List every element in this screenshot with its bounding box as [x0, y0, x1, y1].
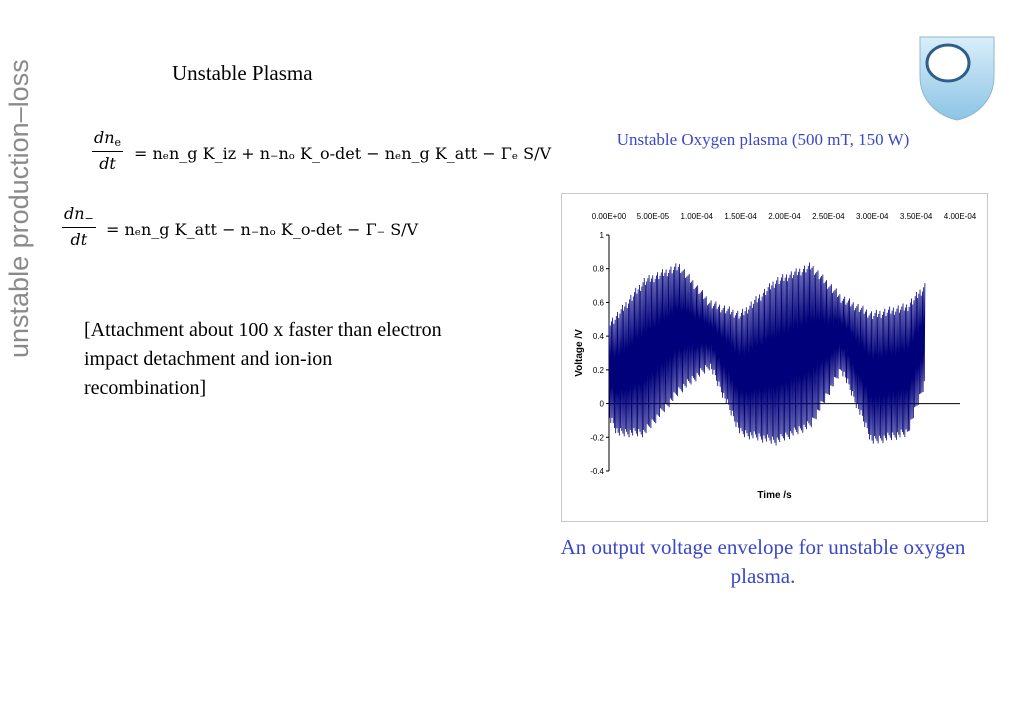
x-tick-label: 5.00E-05 — [637, 212, 670, 221]
university-logo — [917, 34, 997, 127]
eq1-lhs-num: dn — [94, 128, 115, 147]
rate-equations: dne dt = nₑn_g K_iz + n₋nₒ K_o-det − nₑn… — [62, 128, 552, 268]
attachment-note: [Attachment about 100 x faster than elec… — [84, 319, 442, 399]
x-tick-label: 1.50E-04 — [724, 212, 757, 221]
eq2-rhs: = nₑn_g K_att − n₋nₒ K_o-det − Γ₋ S/V — [106, 220, 419, 239]
x-tick-label: 3.50E-04 — [900, 212, 933, 221]
x-tick-label: 4.00E-04 — [944, 212, 977, 221]
eq2-lhs-fraction: dn− dt — [62, 204, 96, 249]
figure-caption: An output voltage envelope for unstable … — [560, 535, 966, 588]
y-tick-label: 0 — [600, 400, 605, 409]
eq1-lhs-den: dt — [99, 154, 116, 173]
eq1-lhs-fraction: dne dt — [92, 128, 124, 173]
chart-title: Unstable Oxygen plasma (500 mT, 150 W) — [616, 130, 910, 149]
voltage-signal-line — [608, 262, 926, 446]
voltage-chart: 1 0.8 0.6 0.4 0.2 0 -0.2 -0.4 0.00E+00 5.00E-05 1.… — [561, 193, 988, 522]
eq2-lhs-sub: − — [84, 212, 94, 225]
x-tick-label: 2.00E-04 — [768, 212, 801, 221]
sidebar-title: unstable production–loss — [4, 59, 34, 358]
y-tick-label: 1 — [600, 231, 605, 240]
y-tick-label: 0.6 — [593, 298, 605, 307]
eq2-lhs-den: dt — [70, 230, 88, 249]
x-tick-label: 2.50E-04 — [812, 212, 845, 221]
y-tick-label: -0.2 — [590, 433, 604, 442]
shield-logo-icon — [919, 36, 995, 121]
x-tick-label: 3.00E-04 — [856, 212, 889, 221]
eq2-lhs-num: dn — [64, 204, 85, 223]
x-axis-title: Time /s — [757, 490, 792, 501]
equation-negative-ion: dn− dt = nₑn_g K_att − n₋nₒ K_o-det − Γ₋… — [62, 204, 550, 260]
x-tick-label: 0.00E+00 — [592, 212, 627, 221]
voltage-chart-svg: 1 0.8 0.6 0.4 0.2 0 -0.2 -0.4 0.00E+00 5.00E-05 1.… — [574, 212, 977, 501]
eq1-lhs-sub: e — [114, 136, 122, 149]
y-tick-label: 0.4 — [593, 332, 605, 341]
eq1-rhs: = nₑn_g K_iz + n₋nₒ K_o-det − nₑn_g K_at… — [134, 144, 552, 163]
y-tick-label: -0.4 — [590, 467, 604, 476]
y-tick-label: 0.8 — [593, 265, 605, 274]
x-tick-label: 1.00E-04 — [681, 212, 714, 221]
slide-title: Unstable Plasma — [172, 61, 313, 85]
equation-electron: dne dt = nₑn_g K_iz + n₋nₒ K_o-det − nₑn… — [62, 128, 552, 184]
y-axis-title: Voltage /V — [574, 329, 585, 377]
y-tick-label: 0.2 — [593, 366, 605, 375]
